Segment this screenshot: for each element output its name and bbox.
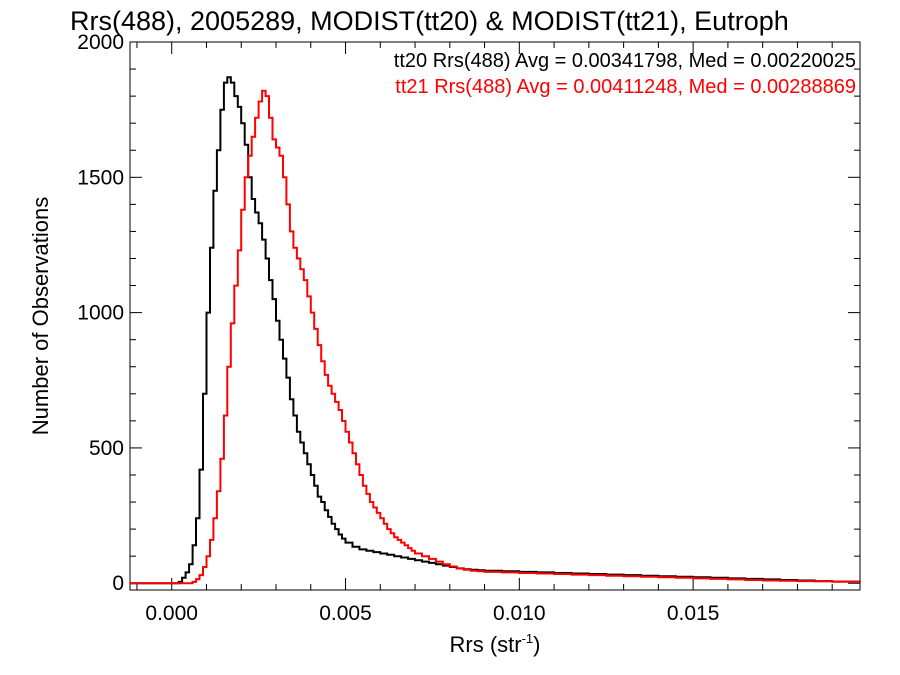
x-tick-label: 0.000 [145, 602, 198, 625]
x-tick-labels: 0.000 0.005 0.010 0.015 [145, 602, 719, 625]
y-tick-label: 0 [112, 572, 124, 595]
x-axis-label-exp: -1 [522, 631, 534, 646]
series-line-1 [130, 76, 861, 585]
series-lines [130, 76, 861, 585]
series-line-2 [130, 89, 861, 585]
annotations: tt20 Rrs(488) Avg = 0.00341798, Med = 0.… [394, 50, 856, 98]
y-tick-label: 1000 [77, 302, 124, 325]
y-tick-label: 500 [89, 437, 124, 460]
plot-frame [129, 41, 861, 591]
x-axis-label: Rrs (str-1) [450, 631, 541, 657]
y-axis-label: Number of Observations [28, 197, 53, 435]
annotation-2: tt21 Rrs(488) Avg = 0.00411248, Med = 0.… [395, 76, 856, 98]
y-tick-label: 2000 [77, 31, 124, 54]
tick-marks [130, 41, 860, 590]
x-tick-label: 0.015 [667, 602, 720, 625]
y-tick-label: 1500 [77, 166, 124, 189]
chart-title: Rrs(488), 2005289, MODIST(tt20) & MODIST… [70, 6, 789, 36]
x-axis-label-main: Rrs (str [450, 632, 522, 657]
annotation-1: tt20 Rrs(488) Avg = 0.00341798, Med = 0.… [394, 50, 856, 72]
x-tick-label: 0.005 [319, 602, 372, 625]
x-axis-label-close: ) [533, 632, 540, 657]
y-tick-labels: 0 500 1000 1500 2000 [77, 31, 124, 595]
x-tick-label: 0.010 [493, 602, 546, 625]
